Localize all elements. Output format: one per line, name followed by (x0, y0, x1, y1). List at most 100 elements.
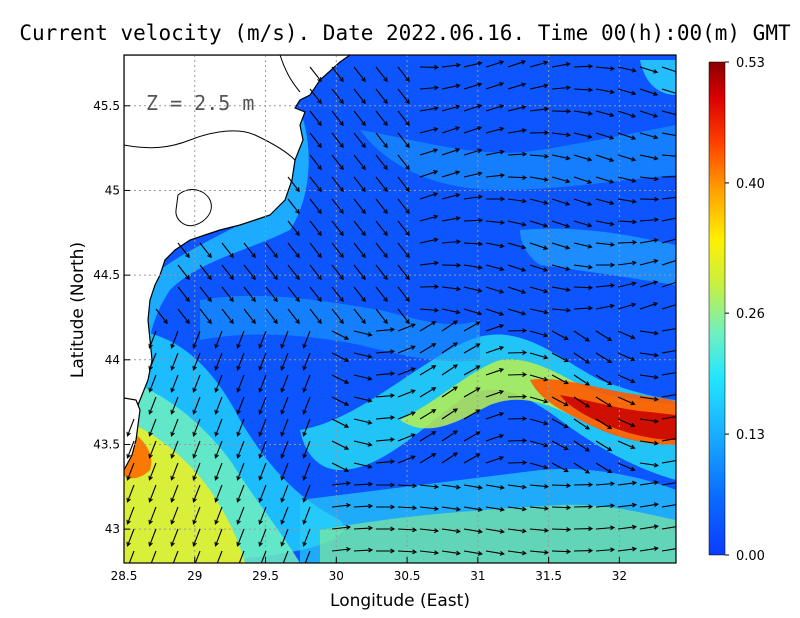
velocity-arrow (639, 217, 660, 223)
velocity-arrow (617, 374, 636, 384)
velocity-arrow (287, 198, 300, 215)
velocity-arrow (661, 502, 676, 508)
velocity-arrow (419, 365, 437, 376)
velocity-arrow (148, 440, 157, 459)
velocity-arrow (397, 264, 410, 281)
velocity-arrow (280, 418, 289, 437)
velocity-arrow (287, 220, 300, 237)
x-tick-label: 31.5 (535, 569, 562, 583)
velocity-arrow (661, 236, 676, 244)
velocity-arrow (397, 323, 416, 332)
velocity-arrow (192, 330, 201, 349)
velocity-arrow (353, 264, 366, 281)
y-tick-label: 45.5 (93, 99, 120, 113)
velocity-arrow (595, 330, 613, 342)
velocity-arrow (170, 330, 179, 349)
velocity-arrow (639, 132, 659, 140)
velocity-arrow (419, 343, 437, 354)
velocity-arrow (419, 431, 437, 442)
velocity-arrow (397, 198, 410, 215)
velocity-arrow (376, 548, 396, 554)
velocity-arrow (236, 330, 245, 349)
mid-band (200, 295, 480, 362)
velocity-arrow (463, 104, 483, 112)
velocity-arrow (507, 151, 528, 157)
velocity-arrow (309, 198, 322, 215)
velocity-arrow (331, 330, 350, 340)
velocity-arrow (375, 264, 388, 281)
velocity-arrow (485, 149, 505, 156)
velocity-arrow (639, 280, 659, 288)
velocity-arrow (221, 286, 234, 303)
velocity-arrow (529, 527, 550, 533)
velocity-arrow (397, 389, 416, 398)
velocity-arrow (353, 242, 366, 259)
velocity-arrow (331, 198, 344, 215)
velocity-arrow (194, 550, 201, 563)
velocity-arrow (214, 396, 223, 415)
velocity-arrow (507, 105, 527, 112)
velocity-arrow (258, 352, 267, 371)
velocity-arrow (375, 220, 388, 237)
y-axis: 43 43.5 44 44.5 45 45.5 (93, 99, 130, 536)
velocity-arrow (397, 527, 418, 533)
velocity-arrow (353, 88, 366, 105)
velocity-arrow (280, 528, 289, 547)
velocity-arrow (309, 88, 322, 105)
velocity-arrow (170, 396, 179, 415)
velocity-arrow (507, 460, 528, 465)
velocity-arrow (595, 503, 616, 509)
velocity-arrow (507, 242, 527, 250)
plot-area: Z = 2.5 m (124, 55, 676, 563)
velocity-arrow (595, 220, 615, 227)
velocity-arrow (617, 502, 638, 508)
velocity-arrow (216, 550, 223, 563)
velocity-arrow (485, 220, 506, 225)
velocity-arrow (441, 83, 461, 90)
velocity-arrow (617, 176, 637, 183)
velocity-arrow (595, 110, 615, 118)
velocity-arrow (192, 418, 201, 437)
velocity-arrow (397, 505, 418, 511)
velocity-arrow (529, 176, 549, 182)
x-axis: 28.5 29 29.5 30 30.5 31 31.5 32 (111, 557, 627, 583)
velocity-arrow (507, 308, 527, 316)
velocity-arrow (375, 198, 388, 215)
velocity-arrow (463, 343, 481, 354)
velocity-arrow (238, 550, 245, 563)
velocity-arrow (302, 352, 311, 371)
velocity-arrow (353, 286, 366, 303)
velocity-arrow (617, 88, 637, 96)
velocity-arrow (192, 352, 201, 371)
velocity-arrow (192, 506, 201, 525)
velocity-arrow (595, 352, 613, 364)
velocity-arrow (529, 462, 549, 470)
velocity-arrow (302, 484, 311, 503)
velocity-arrow (419, 409, 437, 420)
velocity-arrows (126, 60, 676, 563)
velocity-arrow (595, 283, 616, 288)
velocity-arrow (309, 154, 322, 171)
velocity-arrow (192, 440, 201, 459)
velocity-arrow (419, 192, 439, 200)
velocity-arrow (375, 132, 388, 149)
velocity-arrow (353, 220, 366, 237)
velocity-arrow (661, 88, 676, 96)
velocity-arrow (551, 440, 569, 451)
velocity-arrow (170, 484, 179, 503)
velocity-arrow (375, 371, 396, 377)
velocity-arrow (375, 88, 388, 105)
velocity-arrow (617, 352, 636, 362)
velocity-arrow (485, 455, 505, 464)
velocity-arrow (529, 440, 549, 448)
velocity-arrow (376, 504, 396, 510)
velocity-arrow (441, 308, 461, 315)
velocity-arrow (199, 286, 212, 303)
velocity-arrow (441, 126, 461, 134)
velocity-arrow (661, 458, 676, 464)
velocity-arrow (302, 374, 311, 393)
x-tick-label: 30.5 (394, 569, 421, 583)
velocity-arrow (397, 66, 410, 83)
velocity-arrow (485, 242, 505, 249)
velocity-arrow (331, 396, 350, 406)
